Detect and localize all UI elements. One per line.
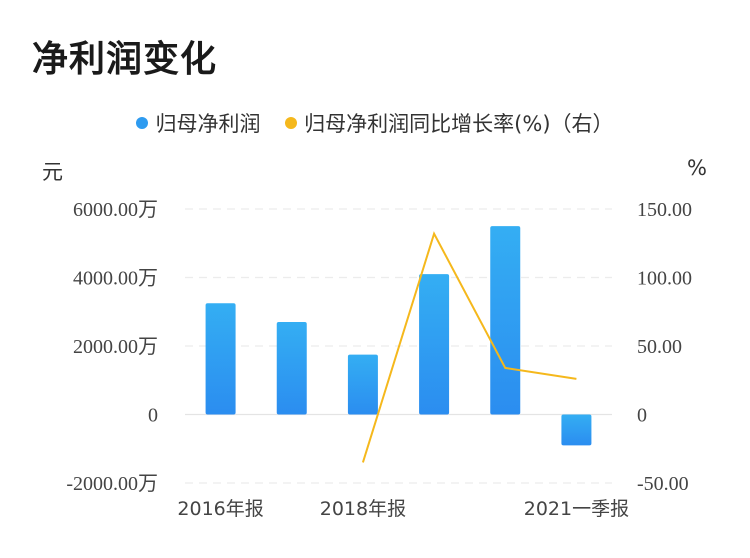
line-growth-rate <box>361 231 577 463</box>
right-axis-unit: % <box>687 156 707 180</box>
legend-label: 归母净利润同比增长率(%)（右） <box>304 112 614 136</box>
chart-title: 净利润变化 <box>32 39 218 80</box>
x-tick-label: 2021一季报 <box>524 498 629 520</box>
legend-dot-icon <box>285 117 298 129</box>
legend-dot-icon <box>136 117 149 129</box>
legend-item-growth-rate[interactable]: 归母净利润同比增长率(%)（右） <box>285 108 614 138</box>
x-tick-label: 2016年报 <box>177 498 263 520</box>
chart-legend: 归母净利润 归母净利润同比增长率(%)（右） <box>0 108 750 138</box>
bar-net-profit <box>419 274 450 415</box>
legend-label: 归母净利润 <box>155 112 261 136</box>
y-left-tick-label: 0 <box>148 405 158 427</box>
bar-net-profit <box>276 322 307 415</box>
legend-item-net-profit[interactable]: 归母净利润 <box>136 108 260 138</box>
y-right-tick-label: 100.00 <box>637 268 692 290</box>
y-left-tick-label: 2000.00万 <box>73 336 158 358</box>
bar-net-profit <box>347 354 378 415</box>
bar-net-profit <box>490 226 521 415</box>
left-axis-unit: 元 <box>42 160 63 184</box>
y-right-tick-label: 150.00 <box>637 199 692 221</box>
y-right-tick-label: 0 <box>637 405 647 427</box>
y-left-tick-label: 6000.00万 <box>73 199 158 221</box>
y-right-tick-label: -50.00 <box>637 473 689 495</box>
y-left-tick-label: 4000.00万 <box>73 268 158 290</box>
y-right-tick-label: 50.00 <box>637 336 682 358</box>
y-left-tick-label: -2000.00万 <box>66 473 158 495</box>
x-tick-label: 2018年报 <box>320 498 406 520</box>
bar-net-profit <box>205 303 236 415</box>
bar-net-profit <box>561 414 592 446</box>
